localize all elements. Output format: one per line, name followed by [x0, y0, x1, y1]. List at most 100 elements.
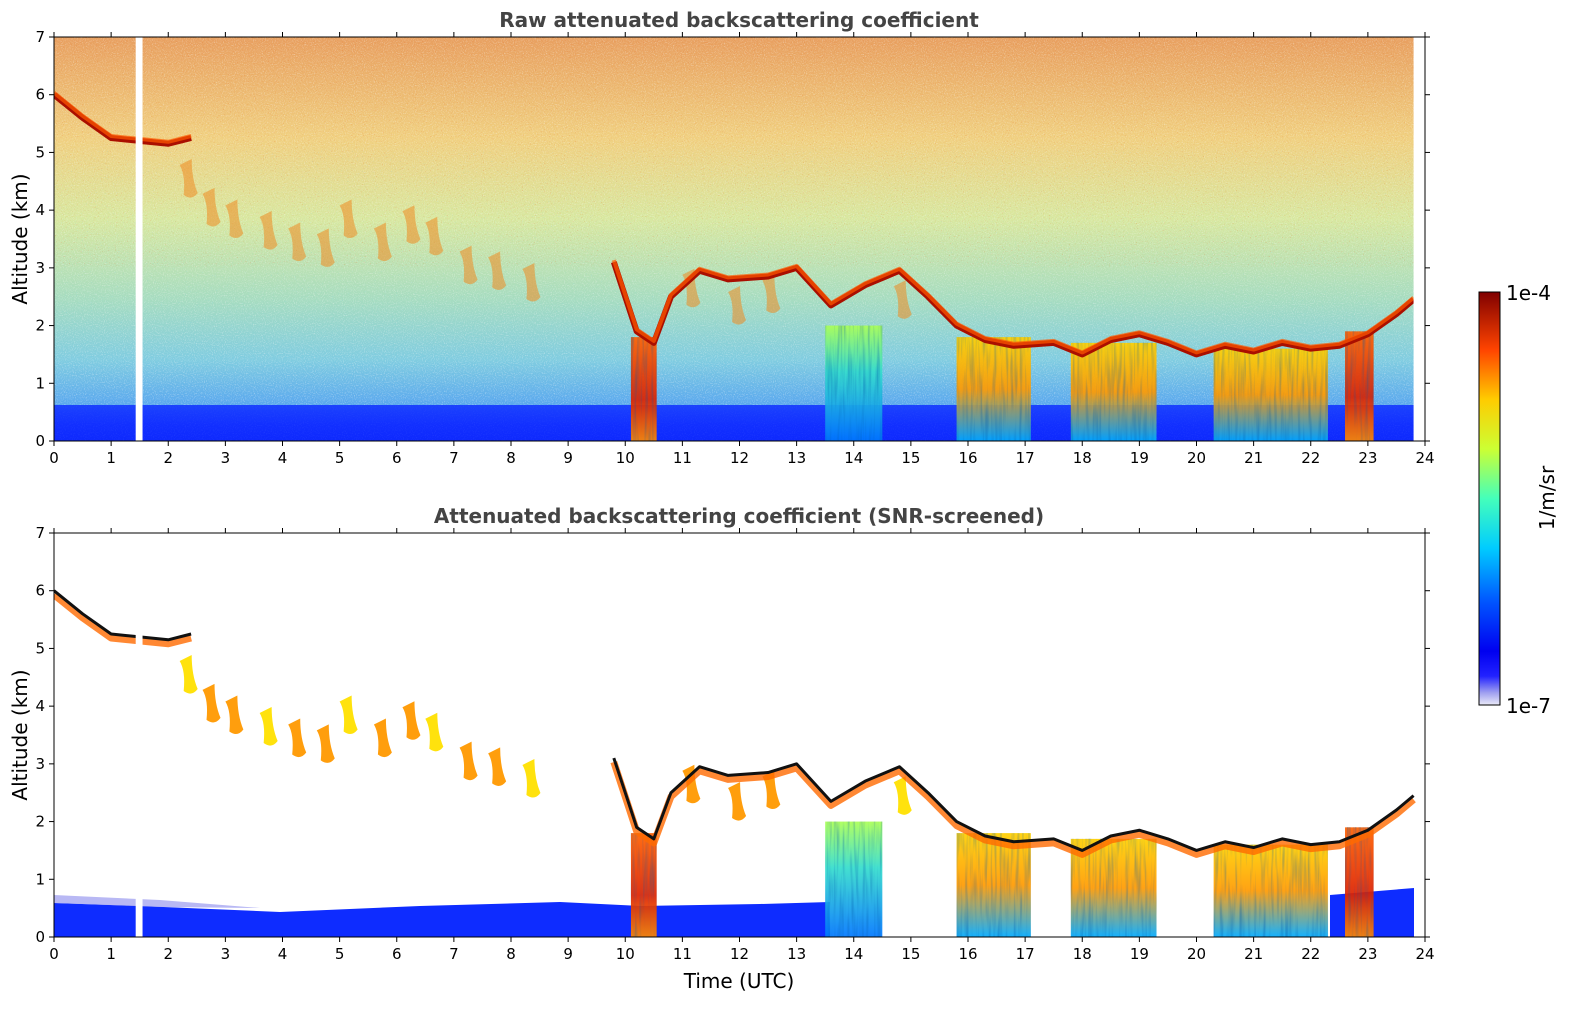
colorbar-unit-label: 1/m/sr [1535, 465, 1559, 530]
raw-boundary-layer [54, 405, 1414, 441]
y-tick-label: 3 [35, 755, 45, 773]
x-tick-label: 0 [49, 449, 59, 467]
y-tick-label: 3 [35, 259, 45, 277]
fallstreak [225, 199, 244, 239]
x-tick-label: 19 [1130, 449, 1149, 467]
x-tick-label: 22 [1301, 449, 1320, 467]
y-tick-label: 7 [35, 524, 45, 542]
raw-data-end [1413, 37, 1425, 441]
precip-column-texture [1345, 331, 1374, 441]
fallstreak [202, 683, 221, 723]
raw-precip-columns [630, 325, 1374, 441]
precip-column-texture [825, 821, 883, 937]
precip-column-texture [630, 337, 657, 441]
fallstreak [488, 251, 507, 290]
x-tick-label: 9 [563, 945, 573, 963]
precip-column-texture [1213, 844, 1328, 937]
precip-column-texture [1213, 348, 1328, 441]
x-tick-label: 24 [1415, 945, 1434, 963]
fallstreak [259, 707, 278, 746]
x-tick-label: 8 [506, 945, 516, 963]
fallstreak [288, 222, 307, 262]
raw-chart-title: Raw attenuated backscattering coefficien… [499, 8, 979, 32]
screened-backscatter-panel: 0 1 2 3 4 5 6 7 8 9 10 11 12 13 14 15 16 17 18 19 20 21 22 23 24… [8, 504, 1435, 993]
x-tick-label: 18 [1073, 449, 1092, 467]
x-tick-label: 8 [506, 449, 516, 467]
x-tick-label: 7 [449, 449, 459, 467]
x-tick-label: 1 [106, 945, 116, 963]
x-tick-label: 20 [1187, 945, 1206, 963]
screened-x-axis: 0 1 2 3 4 5 6 7 8 9 10 11 12 13 14 15 16 17 18 19 20 21 22 23 24 [49, 528, 1435, 963]
x-tick-label: 5 [335, 449, 345, 467]
y-tick-label: 6 [35, 582, 45, 600]
fallstreak [762, 274, 781, 314]
x-tick-label: 15 [901, 945, 920, 963]
screened-fallstreaks [179, 655, 912, 821]
y-tick-label: 5 [35, 143, 45, 161]
x-tick-label: 22 [1301, 945, 1320, 963]
x-tick-label: 13 [787, 449, 806, 467]
colorbar: 1e-4 1e-7 1/m/sr [1478, 281, 1559, 718]
fallstreak [288, 718, 307, 758]
fallstreak [425, 216, 444, 256]
x-tick-label: 24 [1415, 449, 1434, 467]
fallstreak [202, 187, 221, 227]
raw-y-axis-label: Altitude (km) [8, 173, 32, 304]
x-tick-label: 14 [844, 945, 863, 963]
colorbar-min-label: 1e-7 [1506, 694, 1551, 718]
fallstreak [425, 712, 444, 752]
fallstreak [373, 718, 392, 758]
x-tick-label: 13 [787, 945, 806, 963]
x-tick-label: 15 [901, 449, 920, 467]
colorbar-gradient [1478, 291, 1501, 706]
x-tick-label: 11 [673, 449, 692, 467]
x-tick-label: 20 [1187, 449, 1206, 467]
fallstreak [762, 770, 781, 810]
x-tick-label: 11 [673, 945, 692, 963]
fallstreak [728, 782, 747, 821]
y-tick-label: 4 [35, 697, 45, 715]
fallstreak [402, 701, 421, 740]
x-tick-label: 10 [616, 945, 635, 963]
fallstreak [259, 211, 278, 250]
y-tick-label: 6 [35, 86, 45, 104]
fallstreak [316, 228, 335, 267]
x-tick-label: 3 [221, 449, 231, 467]
fallstreak [339, 695, 358, 735]
x-tick-label: 6 [392, 449, 402, 467]
y-tick-label: 1 [35, 870, 45, 888]
precip-column-texture [956, 337, 1031, 441]
x-tick-label: 23 [1358, 449, 1377, 467]
y-tick-label: 2 [35, 317, 45, 335]
y-tick-label: 0 [35, 928, 45, 946]
fallstreak [459, 245, 478, 285]
x-axis-label: Time (UTC) [683, 969, 795, 993]
fallstreak [373, 222, 392, 262]
fallstreak [316, 724, 335, 763]
precip-column-texture [825, 325, 883, 441]
x-tick-label: 18 [1073, 945, 1092, 963]
y-tick-label: 5 [35, 639, 45, 657]
x-tick-label: 14 [844, 449, 863, 467]
x-tick-label: 17 [1016, 945, 1035, 963]
screened-heatmap [54, 533, 1425, 937]
fallstreak [682, 764, 701, 804]
screened-cloud-layer-color [54, 591, 1416, 858]
raw-backscatter-panel: 0 1 2 3 4 5 6 7 8 9 10 11 12 13 14 15 16 17 18 19 20 21 22 23 24… [8, 8, 1435, 467]
precip-column-texture [1345, 827, 1374, 937]
x-tick-label: 19 [1130, 945, 1149, 963]
fallstreak [893, 280, 912, 319]
x-tick-label: 17 [1016, 449, 1035, 467]
fallstreak [339, 199, 358, 239]
x-tick-label: 21 [1244, 449, 1263, 467]
x-tick-label: 21 [1244, 945, 1263, 963]
screened-data-gap [135, 533, 143, 937]
fallstreak [402, 205, 421, 244]
x-tick-label: 4 [278, 449, 288, 467]
colorbar-max-label: 1e-4 [1506, 281, 1551, 305]
x-tick-label: 0 [49, 945, 59, 963]
raw-x-axis: 0 1 2 3 4 5 6 7 8 9 10 11 12 13 14 15 16 17 18 19 20 21 22 23 24 [49, 32, 1435, 467]
x-tick-label: 12 [730, 945, 749, 963]
x-tick-label: 16 [958, 449, 977, 467]
